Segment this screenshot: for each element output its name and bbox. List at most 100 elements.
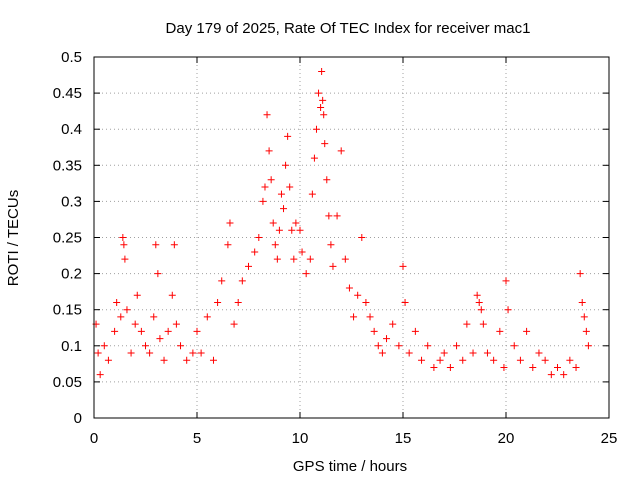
data-point [120,241,128,249]
data-point [424,342,432,350]
data-point [500,363,508,371]
x-tick-label: 15 [395,430,412,447]
data-point [523,327,531,335]
data-point [226,219,234,227]
data-point [269,219,277,227]
data-point [315,89,323,97]
data-point [284,132,292,140]
data-point [535,349,543,357]
data-point [560,371,568,379]
data-point [580,313,588,321]
data-point [446,363,454,371]
y-tick-label: 0.4 [61,121,82,138]
data-point [399,262,407,270]
data-point [172,320,180,328]
data-point [271,241,279,249]
data-point [296,226,304,234]
data-point [238,277,246,285]
data-point [350,313,358,321]
data-point [168,291,176,299]
data-point [119,234,127,241]
x-tick-label: 0 [90,430,98,447]
plot-border [93,56,610,419]
data-point [267,176,275,184]
data-point [502,277,510,285]
y-axis-label: ROTI / TECUs [5,190,22,286]
data-point [405,349,413,357]
y-tick-label: 0.35 [53,157,82,174]
data-point [440,349,448,357]
x-tick-label: 20 [498,430,515,447]
data-point [572,363,580,371]
data-point [323,176,331,184]
x-tick-label: 10 [292,430,309,447]
data-point [94,349,102,357]
y-tick-label: 0.05 [53,374,82,391]
data-point [345,284,353,292]
data-point [354,291,362,299]
data-point [411,327,419,335]
data-point [100,342,108,350]
data-point [510,342,518,350]
x-axis-ticks: 0 5 10 15 20 25 [90,57,617,447]
data-point [197,349,205,357]
data-point [383,335,391,343]
data-points [92,67,592,379]
data-point [193,327,201,335]
data-point [189,349,197,357]
data-point [318,67,326,75]
y-tick-label: 0.3 [61,193,82,210]
data-point [251,248,259,256]
data-point [298,248,306,256]
data-point [123,306,131,314]
data-point [541,356,549,364]
data-point [566,356,574,364]
grid-lines [94,57,609,418]
data-point [358,234,366,241]
data-point [395,342,403,350]
data-point [321,140,329,148]
data-point [265,147,273,155]
data-point [280,205,288,213]
data-point [341,255,349,263]
y-tick-label: 0 [74,410,82,427]
data-point [430,363,438,371]
data-point [320,111,328,119]
data-point [263,111,271,119]
data-point [362,298,370,306]
plot-frame [93,56,610,419]
data-point [463,320,471,328]
data-point [366,313,374,321]
data-point [96,371,104,379]
data-point [104,356,112,364]
data-point [170,241,178,249]
data-point [127,349,135,357]
data-point [584,342,592,350]
data-point [490,356,498,364]
data-point [389,320,397,328]
data-point [131,320,139,328]
data-point [308,190,316,198]
data-point [121,255,129,263]
data-point [275,226,283,234]
data-point [516,356,524,364]
data-point [576,270,584,278]
y-tick-label: 0.25 [53,230,82,247]
data-point [319,96,327,104]
data-point [146,349,154,357]
data-point [337,147,345,155]
data-point [374,342,382,350]
data-point [292,219,300,227]
data-point [282,161,290,169]
x-tick-label: 5 [193,430,201,447]
data-point [578,298,586,306]
data-point [113,298,121,306]
data-point [453,342,461,350]
chart-title: Day 179 of 2025, Rate Of TEC Index for r… [166,20,531,37]
data-point [150,313,158,321]
data-point [117,313,125,321]
data-point [459,356,467,364]
data-point [273,255,281,263]
data-point [261,183,269,191]
